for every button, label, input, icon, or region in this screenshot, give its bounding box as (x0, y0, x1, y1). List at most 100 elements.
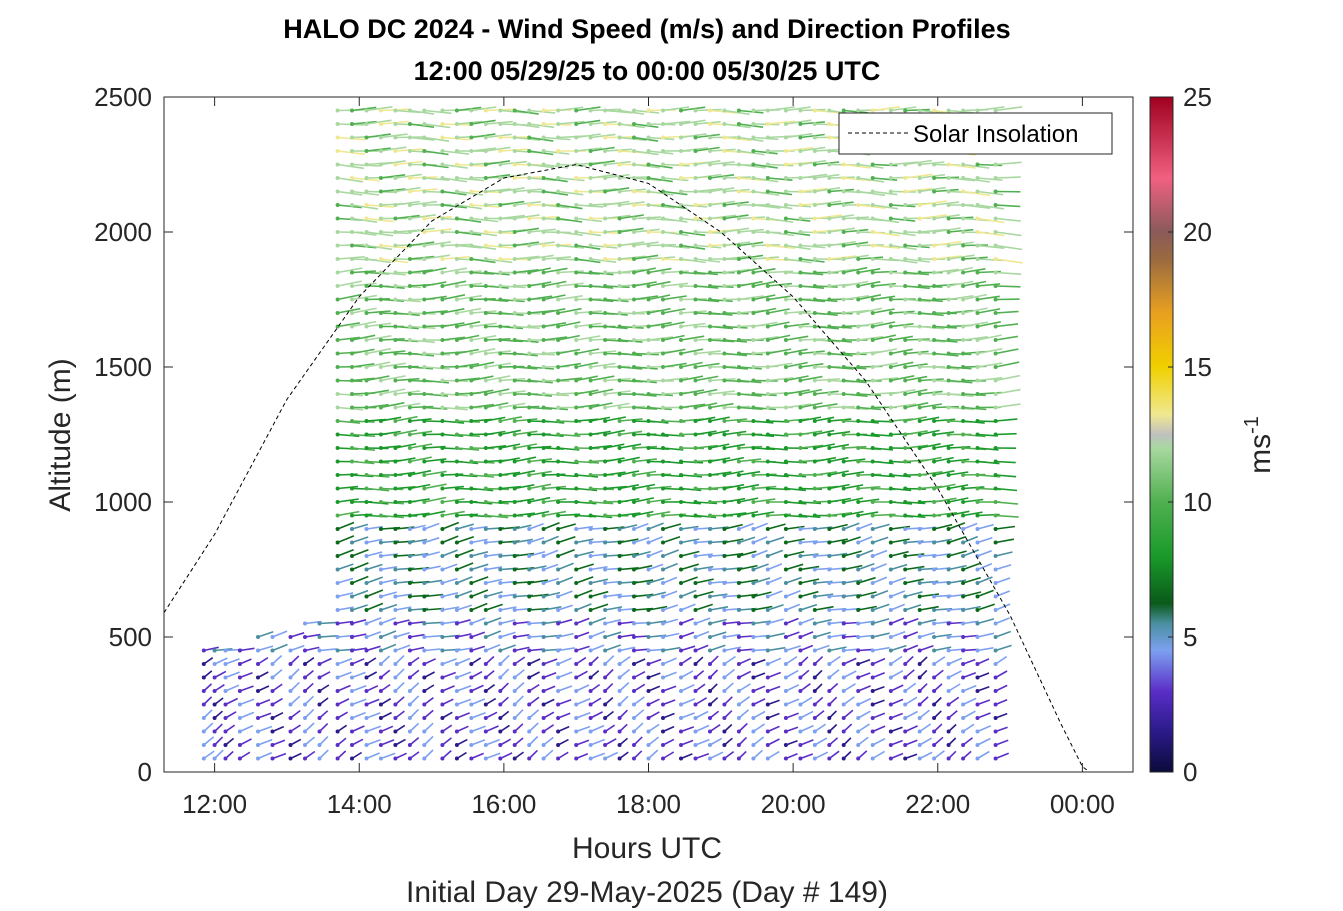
wind-barb-head (393, 702, 398, 707)
wind-barb-head (932, 675, 937, 680)
wind-barb-head (841, 176, 846, 180)
wind-barb-head (617, 189, 622, 194)
wind-barb-head (946, 338, 951, 342)
wind-barb-shaft (662, 618, 679, 625)
wind-barb-shaft (858, 605, 877, 611)
wind-barb-head (679, 432, 683, 437)
wind-barb-shaft (843, 579, 863, 584)
wind-barb-head (512, 513, 517, 518)
wind-barb-head (765, 459, 770, 464)
wind-barb-head (317, 756, 322, 761)
wind-barb-shaft (800, 603, 818, 611)
wind-barb-shaft (366, 389, 390, 395)
wind-barb-shaft (558, 120, 585, 125)
wind-barb-shaft (814, 339, 840, 343)
wind-barb-head (527, 554, 532, 558)
wind-barb-shaft (995, 577, 1011, 584)
wind-barb-shaft (590, 375, 615, 382)
wind-barb-head (661, 392, 665, 396)
wind-barb-head (483, 216, 488, 221)
wind-barb-shaft (933, 227, 961, 233)
wind-barb-head (588, 648, 593, 653)
wind-barb-head (765, 446, 770, 450)
wind-barb-head (679, 608, 683, 612)
wind-barb-shaft (529, 565, 547, 571)
wind-barb-shaft (590, 566, 608, 571)
wind-barb-head (812, 756, 817, 761)
wind-barb-head (917, 689, 922, 693)
wind-barb-head (646, 324, 651, 329)
wind-barb-shaft (514, 366, 538, 370)
wind-barb-shaft (814, 593, 834, 598)
wind-barb-head (303, 662, 307, 666)
wind-barb-head (617, 729, 622, 734)
wind-barb-head (588, 216, 593, 221)
wind-barb-head (870, 432, 875, 437)
wind-barb-head (364, 446, 369, 450)
wind-barb-shaft (409, 352, 434, 357)
wind-barb-head (603, 257, 608, 261)
wind-barb-head (201, 648, 206, 653)
wind-barb-head (646, 351, 651, 356)
wind-barb-shaft (680, 576, 698, 584)
wind-barb-head (993, 756, 998, 761)
wind-barb-head (617, 270, 622, 275)
wind-barb-head (469, 729, 474, 734)
wind-barb-shaft (366, 738, 381, 746)
wind-barb-head (588, 203, 593, 207)
wind-barb-shaft (680, 487, 702, 492)
wind-barb-head (693, 689, 698, 693)
wind-barb-shaft (934, 405, 959, 409)
wind-barb-shaft (695, 350, 721, 355)
wind-barb-head (617, 149, 622, 153)
wind-barb-head (454, 257, 459, 261)
wind-barb-shaft (619, 201, 645, 206)
wind-barb-shaft (557, 204, 583, 210)
wind-barb-shaft (995, 487, 1018, 492)
wind-barb-head (541, 635, 546, 639)
wind-barb-head (335, 297, 340, 302)
wind-barb-head (661, 540, 665, 545)
wind-barb-head (378, 473, 383, 477)
wind-barb-shaft (890, 726, 903, 733)
wind-barb-head (798, 527, 803, 531)
wind-barb-head (556, 432, 561, 437)
wind-barb-shaft (785, 474, 807, 478)
wind-barb-head (946, 743, 951, 747)
wind-barb-shaft (557, 725, 570, 733)
wind-barb-head (617, 338, 622, 342)
wind-barb-head (317, 635, 322, 639)
wind-barb-head (498, 365, 503, 369)
wind-barb-head (454, 621, 459, 626)
wind-barb-shaft (648, 698, 660, 706)
wind-barb-shaft (709, 606, 729, 611)
wind-barb-head (708, 108, 712, 113)
wind-barb-shaft (977, 295, 1000, 301)
wind-barb-shaft (934, 188, 959, 193)
wind-barb-head (932, 284, 937, 288)
wind-barb-shaft (239, 711, 255, 719)
wind-barb-shaft (977, 672, 990, 679)
wind-barb-head (483, 608, 488, 612)
wind-barb-head (903, 567, 908, 572)
wind-barb-head (708, 716, 712, 720)
wind-barb-head (288, 662, 293, 666)
wind-barb-shaft (442, 671, 456, 679)
wind-barb-head (679, 716, 683, 720)
wind-barb-head (903, 527, 908, 531)
wind-barb-shaft (557, 548, 575, 557)
wind-barb-head (483, 230, 488, 234)
wind-barb-shaft (872, 190, 898, 196)
wind-barb-head (527, 243, 532, 248)
wind-barb-head (378, 311, 383, 315)
wind-barb-head (888, 297, 893, 302)
wind-barb-shaft (843, 621, 859, 625)
wind-barb-shaft (872, 231, 900, 237)
wind-barb-head (483, 662, 488, 666)
wind-barb-shaft (948, 670, 962, 679)
wind-barb-shaft (724, 241, 751, 247)
wind-barb-shaft (633, 458, 657, 463)
wind-barb-shaft (557, 604, 574, 611)
wind-barb-head (661, 365, 665, 369)
wind-barb-head (364, 203, 369, 207)
